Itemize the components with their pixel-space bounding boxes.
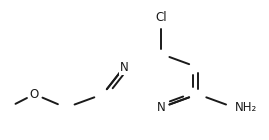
Text: N: N bbox=[120, 61, 128, 74]
Text: O: O bbox=[30, 88, 39, 101]
Text: Cl: Cl bbox=[155, 11, 167, 24]
Text: N: N bbox=[157, 101, 165, 114]
Text: NH₂: NH₂ bbox=[235, 101, 257, 114]
